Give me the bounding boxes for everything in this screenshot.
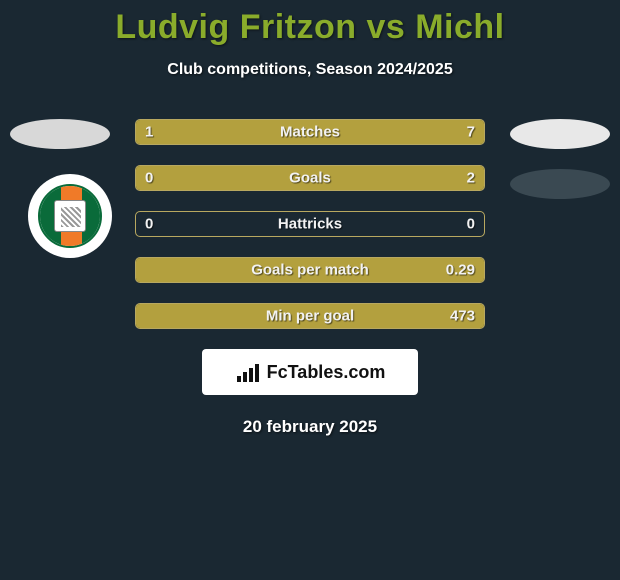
player1-photo-placeholder bbox=[10, 119, 110, 149]
stat-right-value: 2 bbox=[467, 170, 475, 187]
stat-row: 0 Goals 2 bbox=[135, 165, 485, 191]
stat-left-value: 0 bbox=[145, 216, 153, 233]
stat-label: Goals bbox=[289, 170, 331, 187]
stat-right-value: 0 bbox=[467, 216, 475, 233]
player1-club-badge bbox=[28, 174, 112, 258]
stat-row: Goals per match 0.29 bbox=[135, 257, 485, 283]
stat-right-value: 0.29 bbox=[446, 262, 475, 279]
comparison-panel: 1 Matches 7 0 Goals 2 0 Hattricks 0 bbox=[0, 119, 620, 437]
stat-label: Matches bbox=[280, 124, 340, 141]
stat-label: Hattricks bbox=[278, 216, 342, 233]
player2-photo-placeholder bbox=[510, 119, 610, 149]
barchart-icon bbox=[235, 362, 261, 382]
player2-club-placeholder bbox=[510, 169, 610, 199]
fctables-logo: FcTables.com bbox=[202, 349, 418, 395]
stat-row: Min per goal 473 bbox=[135, 303, 485, 329]
stat-left-value: 1 bbox=[145, 124, 153, 141]
stat-label: Min per goal bbox=[266, 308, 354, 325]
stat-right-value: 473 bbox=[450, 308, 475, 325]
page-title: Ludvig Fritzon vs Michl bbox=[0, 0, 620, 47]
stat-label: Goals per match bbox=[251, 262, 369, 279]
page-subtitle: Club competitions, Season 2024/2025 bbox=[0, 61, 620, 79]
stat-right-value: 7 bbox=[467, 124, 475, 141]
stat-row: 0 Hattricks 0 bbox=[135, 211, 485, 237]
zaglebie-lubin-icon bbox=[38, 184, 102, 248]
stats-bars: 1 Matches 7 0 Goals 2 0 Hattricks 0 bbox=[135, 119, 485, 329]
stat-left-value: 0 bbox=[145, 170, 153, 187]
stat-row: 1 Matches 7 bbox=[135, 119, 485, 145]
logo-text: FcTables.com bbox=[267, 362, 386, 383]
footer-date: 20 february 2025 bbox=[0, 417, 620, 437]
